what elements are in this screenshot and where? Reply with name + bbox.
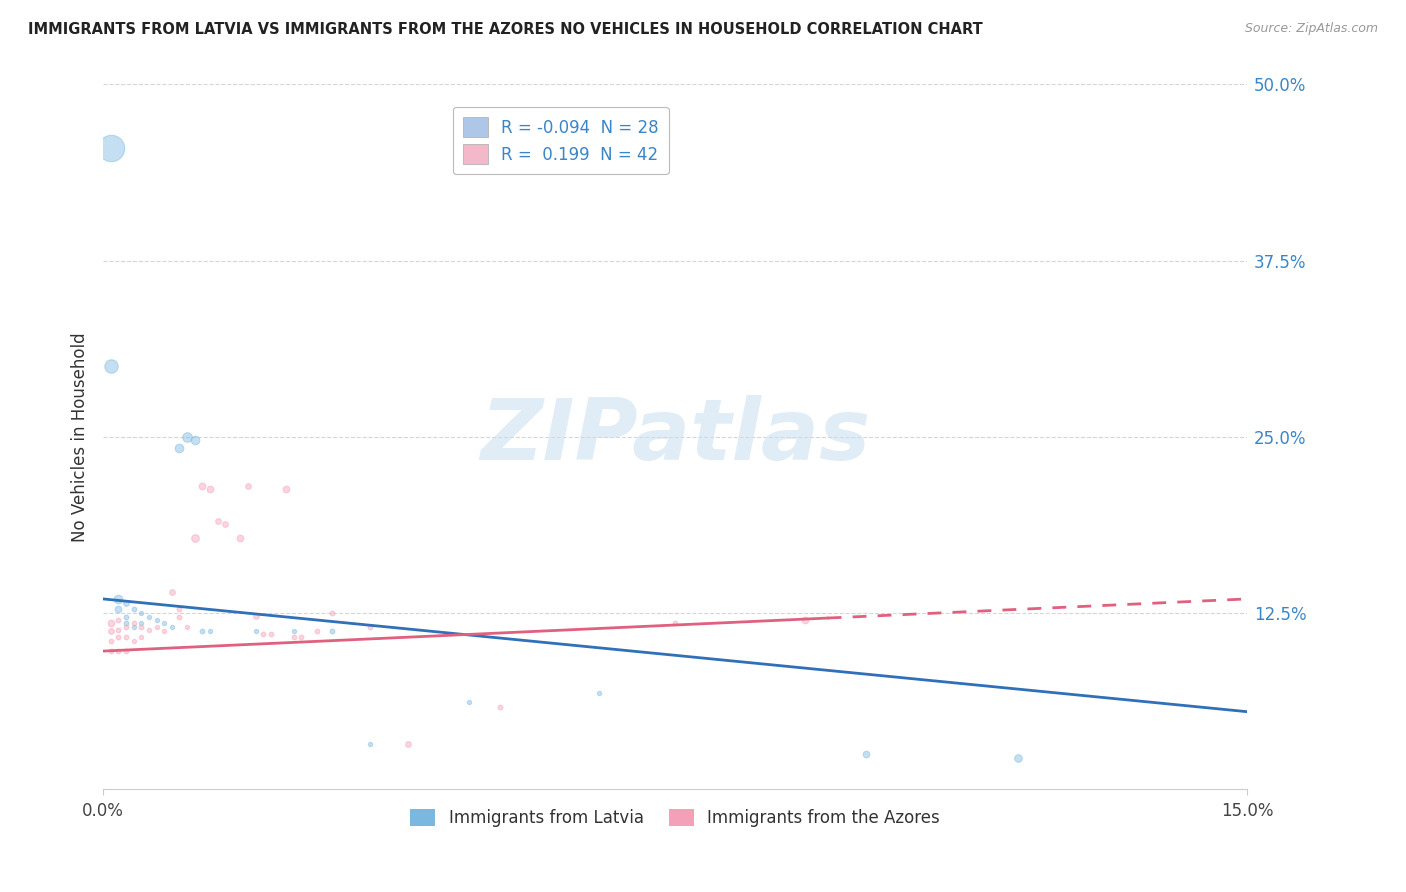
Point [107, 602, 129, 616]
Point [283, 630, 305, 644]
Point [855, 747, 877, 761]
Point [160, 620, 183, 634]
Point [236, 479, 259, 493]
Point [229, 531, 252, 545]
Point [115, 596, 138, 610]
Text: IMMIGRANTS FROM LATVIA VS IMMIGRANTS FROM THE AZORES NO VEHICLES IN HOUSEHOLD CO: IMMIGRANTS FROM LATVIA VS IMMIGRANTS FRO… [28, 22, 983, 37]
Point [396, 737, 419, 751]
Point [169, 602, 191, 616]
Point [145, 613, 167, 627]
Point [305, 624, 328, 639]
Point [169, 610, 191, 624]
Point [283, 624, 305, 639]
Point [129, 606, 152, 620]
Point [160, 585, 183, 599]
Point [100, 359, 122, 374]
Point [191, 479, 214, 493]
Point [207, 515, 229, 529]
Point [122, 615, 145, 630]
Point [100, 615, 122, 630]
Point [169, 441, 191, 455]
Point [1007, 751, 1029, 765]
Point [664, 615, 686, 630]
Point [183, 433, 205, 447]
Point [198, 624, 221, 639]
Text: Source: ZipAtlas.com: Source: ZipAtlas.com [1244, 22, 1378, 36]
Point [100, 141, 122, 155]
Point [115, 610, 138, 624]
Point [191, 624, 214, 639]
Point [122, 602, 145, 616]
Point [115, 620, 138, 634]
Point [129, 620, 152, 634]
Point [115, 644, 138, 658]
Point [176, 430, 198, 444]
Point [100, 624, 122, 639]
Point [588, 686, 610, 700]
Point [138, 623, 160, 637]
Point [153, 615, 176, 630]
Point [115, 615, 138, 630]
Point [488, 700, 510, 714]
Point [107, 623, 129, 637]
Point [100, 634, 122, 648]
Point [107, 591, 129, 606]
Legend: Immigrants from Latvia, Immigrants from the Azores: Immigrants from Latvia, Immigrants from … [404, 802, 946, 834]
Point [138, 610, 160, 624]
Point [183, 531, 205, 545]
Point [458, 695, 481, 709]
Point [153, 624, 176, 639]
Point [129, 630, 152, 644]
Point [176, 620, 198, 634]
Point [359, 737, 381, 751]
Point [245, 608, 267, 623]
Point [107, 630, 129, 644]
Point [107, 644, 129, 658]
Point [321, 606, 343, 620]
Point [122, 620, 145, 634]
Point [276, 482, 298, 496]
Point [290, 630, 312, 644]
Point [145, 620, 167, 634]
Point [793, 613, 815, 627]
Point [107, 613, 129, 627]
Point [245, 624, 267, 639]
Point [122, 634, 145, 648]
Point [214, 517, 236, 532]
Point [260, 627, 283, 641]
Text: ZIPatlas: ZIPatlas [479, 395, 870, 478]
Point [321, 624, 343, 639]
Y-axis label: No Vehicles in Household: No Vehicles in Household [72, 332, 89, 541]
Point [252, 627, 274, 641]
Point [359, 620, 381, 634]
Point [198, 482, 221, 496]
Point [100, 644, 122, 658]
Point [115, 630, 138, 644]
Point [129, 615, 152, 630]
